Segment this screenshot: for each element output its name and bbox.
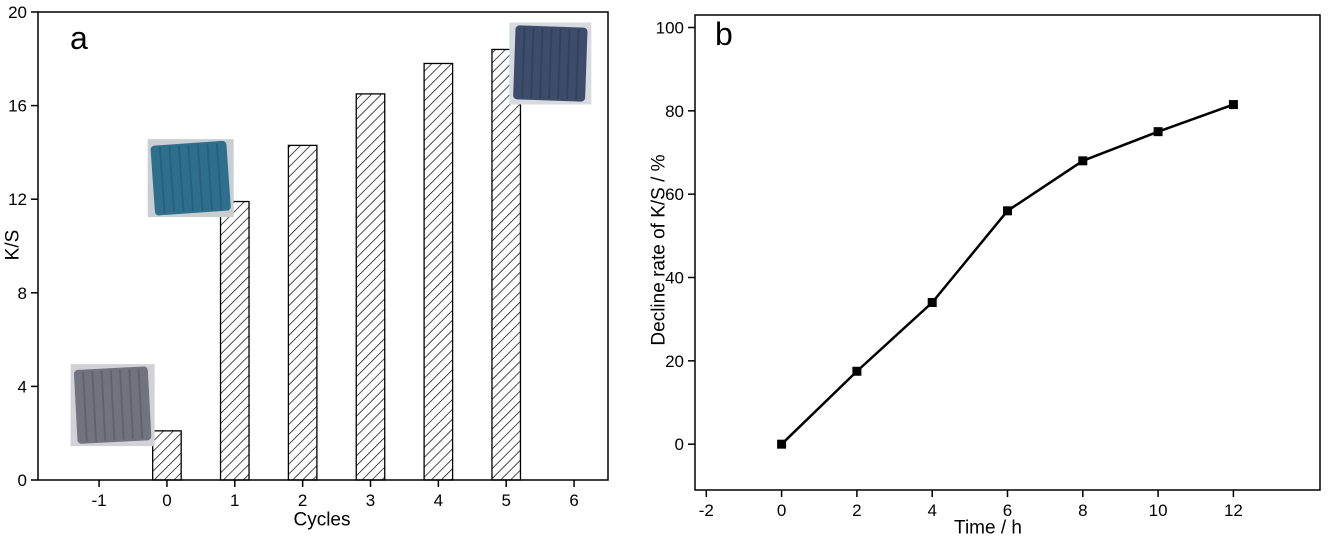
- fabric-swatch-undyed-photo: [70, 364, 155, 447]
- x-tick-label: 2: [852, 501, 861, 520]
- x-tick-label: 8: [1078, 501, 1087, 520]
- x-tick-label: -2: [699, 501, 714, 520]
- x-tick-label: 6: [1003, 501, 1012, 520]
- x-tick-label: 3: [366, 491, 375, 510]
- y-tick-label: 40: [665, 269, 684, 288]
- panel-a-x-axis-title: Cycles: [293, 509, 351, 531]
- data-point-marker: [927, 298, 937, 307]
- y-tick-label: 16: [8, 97, 27, 116]
- y-tick-label: 8: [18, 284, 27, 303]
- plot-frame: [694, 14, 1321, 491]
- panel-a-label: a: [70, 20, 88, 56]
- x-tick-label: 4: [927, 501, 936, 520]
- x-tick-label: 4: [434, 491, 443, 510]
- y-tick-label: 100: [656, 19, 684, 38]
- panel-b-x-axis-title: Time / h: [954, 517, 1022, 539]
- bar-cycle-5: [491, 48, 522, 481]
- plot-frame: [37, 11, 609, 481]
- data-point-marker: [1228, 100, 1238, 110]
- data-point-marker: [1078, 156, 1088, 166]
- data-point-marker: [1003, 206, 1012, 216]
- fabric-swatch-dark-dyed-photo: [509, 22, 592, 105]
- x-tick-label: 2: [298, 491, 307, 510]
- x-tick-label: 0: [777, 501, 786, 520]
- y-tick-label: 0: [18, 471, 27, 490]
- bar-cycle-1: [219, 200, 250, 481]
- panel-b-plot-svg: -2 0 2 4 6 8 10 12 0 20 40 60 80 100: [656, 14, 1321, 520]
- bar-cycle-0: [152, 430, 182, 481]
- x-tick-label: 6: [569, 491, 578, 510]
- panel-b-line-chart: -2 0 2 4 6 8 10 12 0 20 40 60 80 100 b Decline rate o…: [645, 0, 1339, 553]
- panel-b-label: b: [715, 16, 733, 52]
- bar-cycle-2: [287, 144, 318, 481]
- y-tick-label: 80: [665, 102, 684, 121]
- x-tick-label: 0: [162, 491, 171, 510]
- x-tick-label: -1: [92, 491, 107, 510]
- data-point-marker: [1153, 127, 1163, 137]
- data-point-marker: [777, 439, 787, 449]
- decline-rate-line: [780, 103, 1234, 446]
- data-point-marker: [852, 366, 862, 376]
- bar-cycle-3: [355, 93, 386, 481]
- x-tick-label: 5: [501, 491, 510, 510]
- y-tick-label: 60: [665, 185, 684, 204]
- x-tick-label: 1: [230, 491, 239, 510]
- panel-a-y-axis-title: K/S: [2, 229, 24, 261]
- y-tick-label: 0: [675, 435, 684, 454]
- panel-b-y-axis-title: Decline rate of K/S / %: [648, 154, 670, 346]
- panel-a-bar-chart: -1 0 1 2 3 4 5 6 0 4 8 12 16 20 a K/S Cycles: [0, 0, 645, 553]
- y-tick-label: 12: [8, 190, 27, 209]
- y-tick-label: 20: [665, 352, 684, 371]
- y-tick-label: 20: [8, 3, 27, 22]
- fabric-swatch-mid-dyed-photo: [147, 139, 234, 218]
- bar-cycle-4: [423, 62, 454, 481]
- x-tick-label: 12: [1224, 501, 1243, 520]
- y-tick-label: 4: [18, 377, 27, 396]
- x-tick-label: 10: [1149, 501, 1168, 520]
